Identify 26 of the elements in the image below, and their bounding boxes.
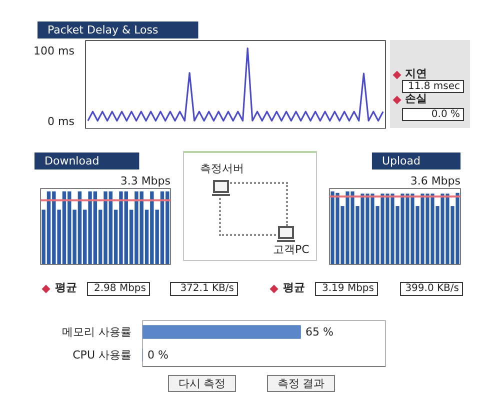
text: 다시 측정 [168, 375, 236, 392]
text: 0.0 % [402, 108, 464, 121]
text: 11.8 msec [402, 80, 464, 93]
text: 지연 [405, 67, 427, 82]
text: 측정 결과 [267, 375, 335, 392]
chart-title: Packet Delay & Loss [48, 24, 158, 36]
text: 3.6 Mbps [410, 174, 461, 188]
chart-title: Download [44, 154, 100, 168]
text: 손실 [405, 92, 427, 107]
text: 3.19 Mbps [315, 282, 378, 296]
chart-title: Upload [382, 154, 421, 168]
y-tick-label: 메모리 사용률 [62, 326, 132, 338]
y-tick-label: CPU 사용률 [72, 348, 132, 362]
text: 평균 [55, 281, 77, 296]
y-tick-label: 0 ms [48, 114, 75, 128]
data-label: 0 % [148, 348, 168, 362]
text: 399.0 KB/s [400, 282, 463, 296]
text: 측정서버 [200, 162, 244, 177]
y-tick-label: 100 ms [34, 44, 75, 58]
text: 372.1 KB/s [170, 282, 238, 296]
text: 고객PC [273, 243, 310, 258]
text: 2.98 Mbps [87, 282, 150, 296]
text: 3.3 Mbps [120, 174, 171, 188]
text: 평균 [283, 281, 305, 296]
data-label: 65 % [305, 326, 334, 338]
line-series [87, 47, 384, 122]
